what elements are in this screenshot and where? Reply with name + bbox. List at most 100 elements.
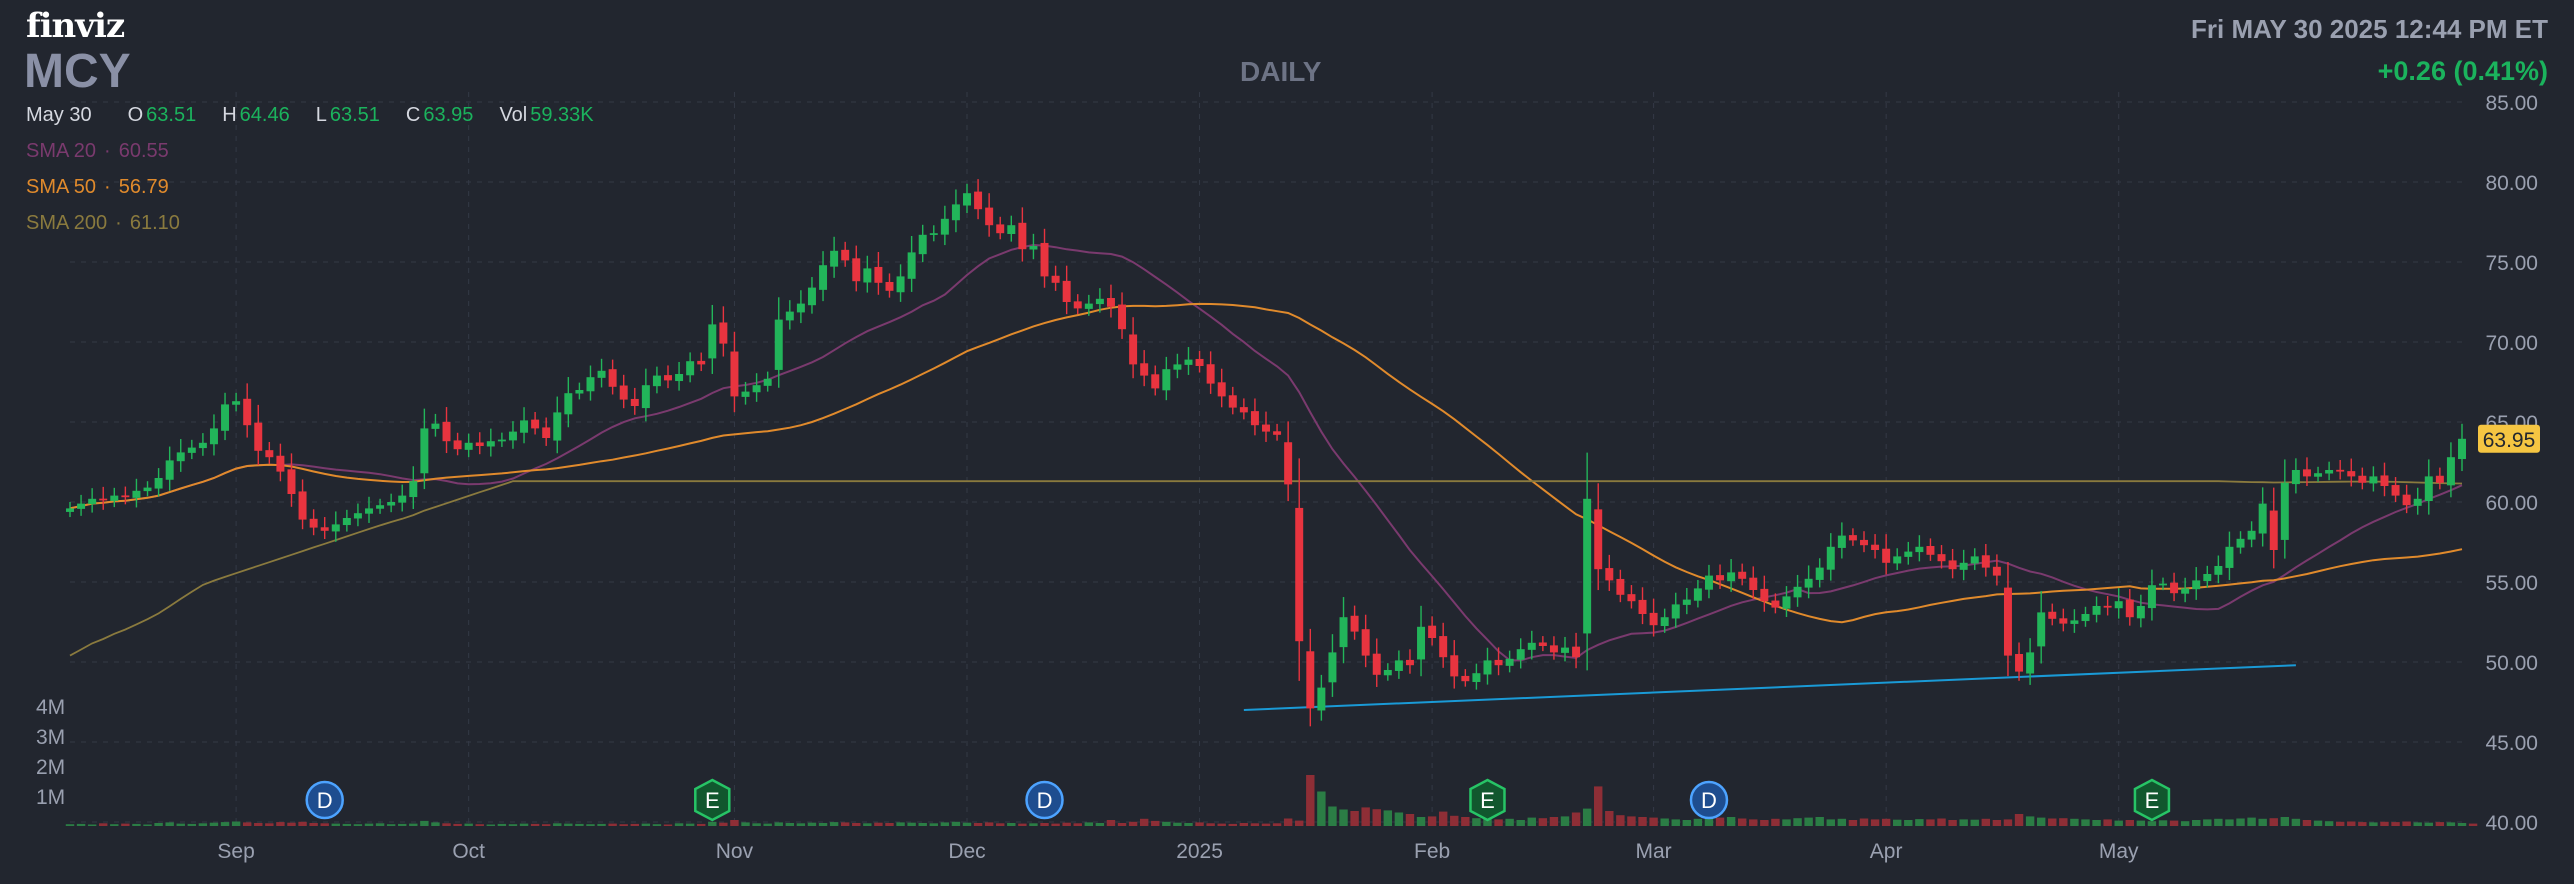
candle-body [2446, 457, 2455, 486]
candle-body [1184, 359, 1193, 365]
volume-bar [2446, 822, 2456, 826]
volume-bar [697, 823, 706, 826]
volume-bar [442, 823, 451, 826]
volume-tick-label: 4M [36, 696, 65, 719]
volume-bar [874, 822, 883, 826]
candle-body [320, 527, 329, 531]
candle-body [985, 207, 994, 226]
volume-bar [265, 823, 274, 826]
volume-bar [1771, 818, 1780, 826]
candle-body [475, 442, 484, 446]
candle-body [608, 369, 617, 387]
volume-bar [1782, 819, 1791, 826]
candle-body [1073, 301, 1082, 309]
dividend-marker [1689, 780, 1729, 820]
sma20-legend[interactable]: SMA 20 · 60.55 [26, 140, 169, 162]
sma200-legend[interactable]: SMA 200 · 61.10 [26, 212, 180, 234]
candle-body [198, 442, 207, 449]
finviz-logo[interactable]: finviz [26, 6, 125, 46]
candle-body [1793, 586, 1802, 598]
candle-body [1494, 659, 1503, 666]
volume-bar [1582, 808, 1592, 826]
sma50-value: 56.79 [118, 176, 169, 198]
volume-bar [2269, 818, 2278, 826]
volume-bar [2147, 821, 2157, 826]
candle-body [2435, 475, 2444, 483]
volume-bar [364, 823, 374, 826]
volume-bar [375, 823, 385, 826]
candle-body [353, 513, 362, 519]
volume-bar [342, 823, 352, 826]
volume-tick-label: 1M [36, 786, 65, 809]
volume-bar [1217, 823, 1226, 826]
candle-body [2136, 606, 2145, 619]
volume-bar [2036, 817, 2046, 826]
volume-bar [1881, 818, 1891, 826]
volume-bar [110, 824, 119, 826]
volume-bar [1427, 816, 1437, 826]
volume-bar [1306, 775, 1315, 826]
volume-bar [741, 822, 750, 826]
volume-bar [1007, 823, 1016, 826]
candle-body [2402, 494, 2411, 506]
volume-bar [2214, 818, 2223, 826]
candle-body [963, 193, 971, 206]
candle-body [1483, 660, 1492, 675]
candle-body [1583, 498, 1592, 634]
candle-body [1328, 652, 1337, 683]
candle-body [2125, 599, 2134, 618]
volume-bar [996, 823, 1005, 826]
candle-body [1915, 546, 1924, 553]
volume-bar [1106, 820, 1116, 826]
volume-bar [2125, 820, 2134, 826]
volume-bar [298, 821, 307, 826]
y-tick-label: 50.00 [2485, 652, 2538, 675]
candle-body [907, 252, 916, 279]
volume-bar [1328, 806, 1337, 826]
candle-body [996, 224, 1005, 234]
volume-bar [1383, 810, 1393, 826]
volume-label: Vol [499, 104, 528, 126]
candle-body [1317, 687, 1326, 711]
volume-bar [708, 821, 717, 826]
x-tick-label: 2025 [1176, 840, 1223, 863]
x-tick-label: Sep [217, 840, 254, 863]
candle-body [1704, 575, 1713, 590]
volume-bar [254, 823, 263, 826]
candle-body [2314, 473, 2323, 477]
ohlc-date: May 30 [26, 104, 92, 126]
volume-bar [165, 822, 174, 826]
candle-body [641, 385, 650, 409]
volume-bar [1139, 818, 1149, 826]
candle-body [2203, 574, 2212, 582]
candle-body [165, 460, 174, 480]
high-label: H [222, 104, 237, 126]
volume-bar [973, 823, 983, 826]
candle-body [2269, 510, 2278, 550]
volume-bar [1483, 817, 1492, 826]
sma50-legend[interactable]: SMA 50 · 56.79 [26, 176, 169, 198]
candle-body [2015, 654, 2024, 672]
high-value: 64.46 [239, 104, 290, 126]
candle-body [708, 324, 717, 359]
candle-body [1749, 577, 1758, 590]
volume-bar [852, 823, 861, 826]
ohlc-readout: May 30 O 63.51 H 64.46 L 63.51 C 63.95 Vol 59… [26, 104, 620, 127]
volume-bar [818, 823, 828, 826]
candle-body [232, 401, 241, 405]
candle-body [1217, 382, 1226, 397]
candle-body [1826, 546, 1835, 570]
candle-body [99, 498, 108, 501]
candle-body [132, 490, 141, 498]
candle-body [2358, 475, 2367, 483]
volume-bar [763, 823, 772, 826]
candle-body [940, 218, 949, 235]
volume-bar [1937, 818, 1946, 826]
candle-body [1383, 670, 1392, 676]
candle-body [1195, 358, 1204, 366]
volume-bar [231, 821, 241, 826]
candle-body [1893, 556, 1902, 564]
candle-body [553, 412, 562, 441]
sma50-name: SMA 50 [26, 176, 97, 198]
